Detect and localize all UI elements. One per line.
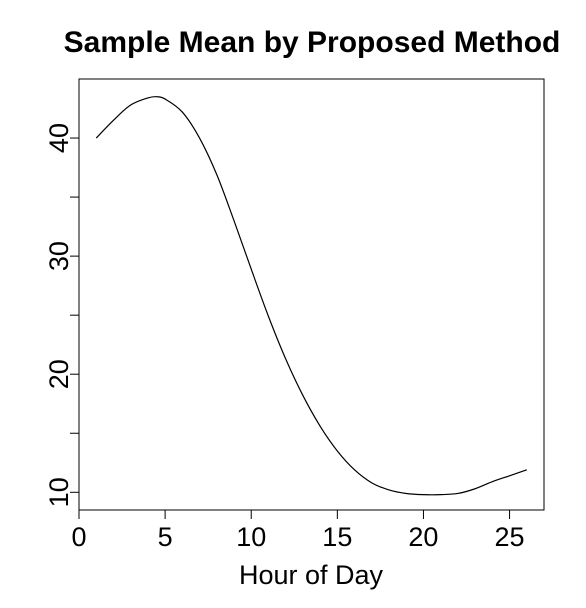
y-tick-label: 20 [44,359,74,389]
y-tick-label: 10 [44,477,74,507]
y-axis: 10 20 30 40 [44,123,80,507]
x-tick-label: 5 [158,522,173,552]
series-line [95,96,527,496]
x-tick-label: 0 [71,522,86,552]
chart-title: Sample Mean by Proposed Method [64,26,561,59]
x-axis-label: Hour of Day [239,560,384,590]
y-tick-label: 30 [44,241,74,271]
x-tick-label: 20 [408,522,438,552]
series-layer [95,96,527,496]
x-tick-label: 25 [495,522,525,552]
plot-area-frame [78,78,545,511]
x-tick-label: 15 [322,522,352,552]
y-tick-label: 40 [44,123,74,153]
x-axis: 0 5 10 15 20 25 [71,509,525,552]
x-tick-label: 10 [236,522,266,552]
